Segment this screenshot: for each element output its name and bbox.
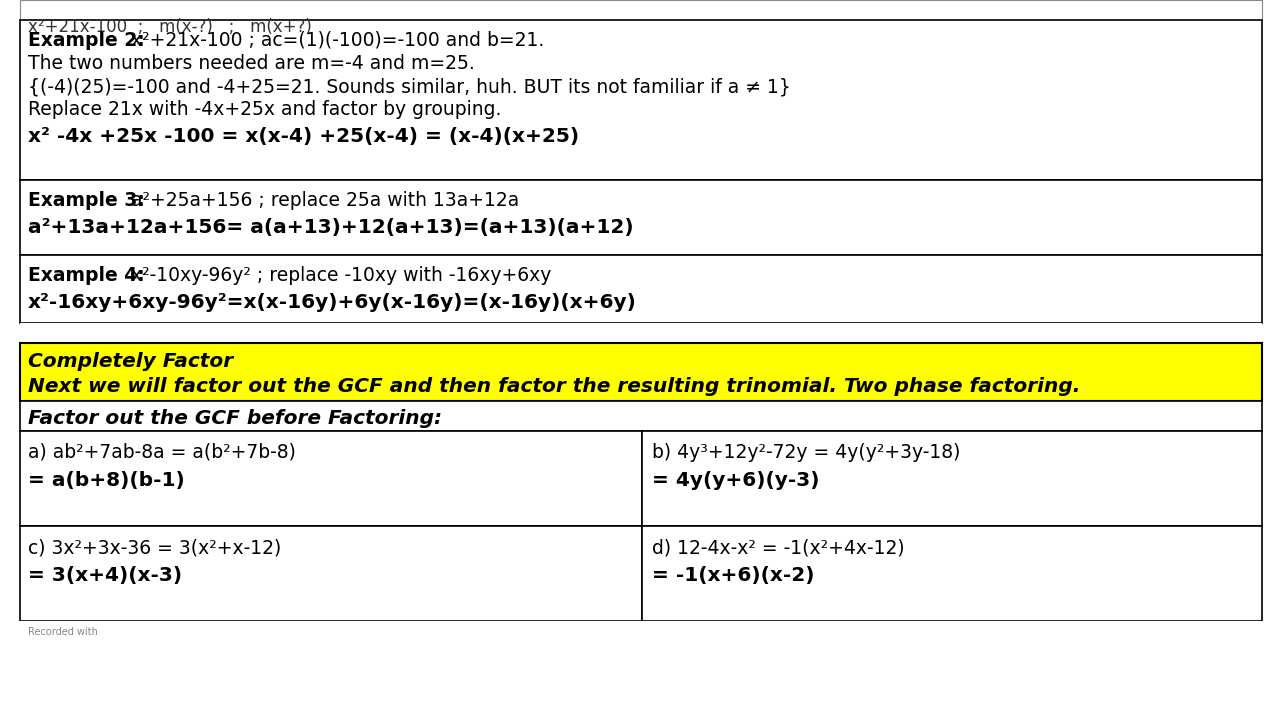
Text: Example 3:: Example 3:	[28, 191, 145, 210]
FancyBboxPatch shape	[20, 343, 1262, 401]
Text: The two numbers needed are m=-4 and m=25.: The two numbers needed are m=-4 and m=25…	[28, 54, 475, 73]
Text: = -1(x+6)(x-2): = -1(x+6)(x-2)	[652, 566, 814, 585]
FancyBboxPatch shape	[20, 20, 1262, 180]
Text: = a(b+8)(b-1): = a(b+8)(b-1)	[28, 471, 184, 490]
Text: {(-4)(25)=-100 and -4+25=21. Sounds similar, huh. BUT its not familiar if a ≠ 1}: {(-4)(25)=-100 and -4+25=21. Sounds simi…	[28, 77, 791, 96]
Text: Example 2:: Example 2:	[28, 31, 145, 50]
Text: Example 4:: Example 4:	[28, 266, 145, 285]
FancyBboxPatch shape	[20, 255, 1262, 323]
Text: c) 3x²+3x-36 = 3(x²+x-12): c) 3x²+3x-36 = 3(x²+x-12)	[28, 538, 282, 557]
Text: = 4y(y+6)(y-3): = 4y(y+6)(y-3)	[652, 471, 819, 490]
FancyBboxPatch shape	[20, 401, 1262, 431]
FancyBboxPatch shape	[20, 526, 643, 621]
FancyBboxPatch shape	[643, 431, 1262, 526]
Text: x²-16xy+6xy-96y²=x(x-16y)+6y(x-16y)=(x-16y)(x+6y): x²-16xy+6xy-96y²=x(x-16y)+6y(x-16y)=(x-1…	[28, 293, 637, 312]
Text: d) 12-4x-x² = -1(x²+4x-12): d) 12-4x-x² = -1(x²+4x-12)	[652, 538, 905, 557]
Text: a²+25a+156 ; replace 25a with 13a+12a: a²+25a+156 ; replace 25a with 13a+12a	[125, 191, 520, 210]
Text: x²+21x-100  ;   m(x-?)   ;   m(x+?): x²+21x-100 ; m(x-?) ; m(x+?)	[28, 18, 312, 36]
FancyBboxPatch shape	[643, 526, 1262, 621]
Text: a²+13a+12a+156= a(a+13)+12(a+13)=(a+13)(a+12): a²+13a+12a+156= a(a+13)+12(a+13)=(a+13)(…	[28, 218, 634, 237]
Text: Next we will factor out the GCF and then factor the resulting trinomial. Two pha: Next we will factor out the GCF and then…	[28, 377, 1080, 396]
FancyBboxPatch shape	[20, 431, 643, 526]
Text: x² -4x +25x -100 = x(x-4) +25(x-4) = (x-4)(x+25): x² -4x +25x -100 = x(x-4) +25(x-4) = (x-…	[28, 127, 579, 146]
Text: Factor out the GCF before Factoring:: Factor out the GCF before Factoring:	[28, 409, 442, 428]
Text: Completely Factor: Completely Factor	[28, 352, 233, 371]
FancyBboxPatch shape	[20, 0, 1262, 20]
Text: Replace 21x with -4x+25x and factor by grouping.: Replace 21x with -4x+25x and factor by g…	[28, 100, 502, 119]
FancyBboxPatch shape	[20, 180, 1262, 255]
Text: x²-10xy-96y² ; replace -10xy with -16xy+6xy: x²-10xy-96y² ; replace -10xy with -16xy+…	[125, 266, 552, 285]
Text: Recorded with: Recorded with	[28, 627, 97, 637]
Text: a) ab²+7ab-8a = a(b²+7b-8): a) ab²+7ab-8a = a(b²+7b-8)	[28, 443, 296, 462]
FancyBboxPatch shape	[0, 621, 1280, 720]
Text: b) 4y³+12y²-72y = 4y(y²+3y-18): b) 4y³+12y²-72y = 4y(y²+3y-18)	[652, 443, 960, 462]
FancyBboxPatch shape	[20, 323, 1262, 343]
Text: = 3(x+4)(x-3): = 3(x+4)(x-3)	[28, 566, 182, 585]
Text: x²+21x-100 ; ac=(1)(-100)=-100 and b=21.: x²+21x-100 ; ac=(1)(-100)=-100 and b=21.	[125, 31, 544, 50]
